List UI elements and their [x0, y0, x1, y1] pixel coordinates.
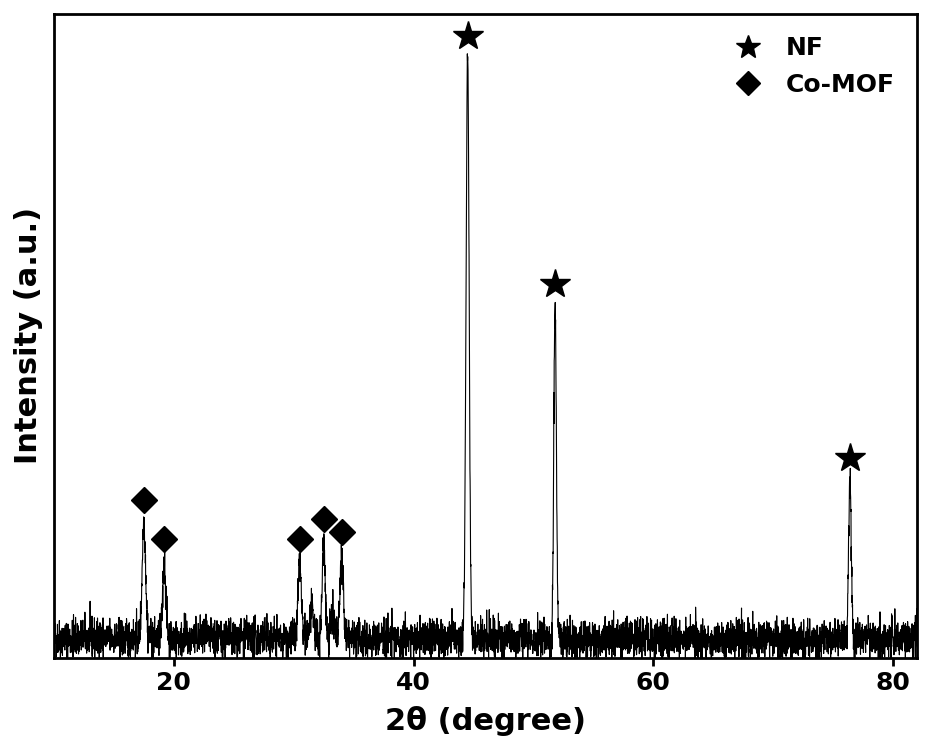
Y-axis label: Intensity (a.u.): Intensity (a.u.): [14, 207, 43, 464]
Legend: NF, Co-MOF: NF, Co-MOF: [713, 26, 905, 107]
X-axis label: 2θ (degree): 2θ (degree): [385, 706, 586, 736]
